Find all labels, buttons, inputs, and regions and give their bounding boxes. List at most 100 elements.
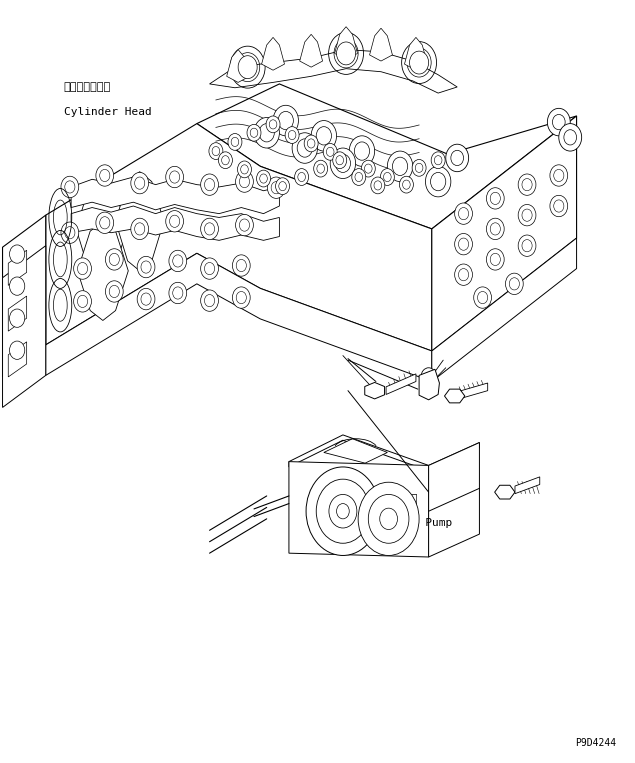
- Circle shape: [307, 139, 315, 148]
- Circle shape: [316, 127, 331, 145]
- Circle shape: [292, 133, 318, 163]
- Circle shape: [10, 245, 25, 263]
- Circle shape: [298, 172, 305, 182]
- Circle shape: [333, 152, 347, 169]
- Circle shape: [358, 482, 419, 555]
- Circle shape: [455, 203, 472, 224]
- Circle shape: [285, 127, 299, 143]
- Circle shape: [288, 130, 296, 140]
- Circle shape: [269, 120, 277, 129]
- Circle shape: [490, 253, 500, 266]
- Circle shape: [267, 177, 285, 198]
- Circle shape: [204, 223, 215, 235]
- Circle shape: [273, 105, 298, 136]
- Circle shape: [490, 223, 500, 235]
- Circle shape: [279, 182, 286, 191]
- Circle shape: [518, 174, 536, 195]
- Polygon shape: [227, 50, 250, 82]
- Polygon shape: [197, 84, 577, 229]
- Circle shape: [330, 148, 356, 179]
- Circle shape: [518, 235, 536, 256]
- Polygon shape: [335, 27, 358, 60]
- Circle shape: [371, 177, 385, 194]
- Circle shape: [554, 169, 564, 182]
- Circle shape: [222, 156, 229, 165]
- Circle shape: [201, 290, 218, 311]
- Circle shape: [304, 135, 318, 152]
- Polygon shape: [370, 28, 392, 61]
- Circle shape: [169, 282, 187, 304]
- Circle shape: [384, 172, 391, 182]
- Polygon shape: [76, 177, 127, 281]
- Circle shape: [166, 166, 184, 188]
- Circle shape: [486, 218, 504, 240]
- Circle shape: [96, 165, 114, 186]
- Circle shape: [236, 259, 246, 272]
- Circle shape: [236, 214, 253, 236]
- Polygon shape: [429, 443, 479, 557]
- Circle shape: [431, 152, 445, 169]
- Circle shape: [109, 253, 119, 266]
- Circle shape: [231, 137, 239, 146]
- Polygon shape: [289, 435, 479, 471]
- Circle shape: [410, 51, 429, 74]
- Circle shape: [247, 124, 261, 141]
- Circle shape: [306, 467, 380, 555]
- Circle shape: [77, 262, 88, 275]
- Circle shape: [554, 200, 564, 212]
- Circle shape: [425, 372, 432, 382]
- Polygon shape: [77, 221, 128, 320]
- Circle shape: [434, 156, 442, 165]
- Circle shape: [337, 42, 356, 65]
- Circle shape: [259, 124, 274, 142]
- Circle shape: [228, 134, 242, 150]
- Circle shape: [387, 151, 413, 182]
- Circle shape: [564, 130, 577, 145]
- Circle shape: [380, 169, 394, 185]
- Circle shape: [474, 287, 491, 308]
- Text: Cylinder Head: Cylinder Head: [64, 107, 151, 117]
- Polygon shape: [432, 238, 577, 382]
- Circle shape: [105, 281, 123, 302]
- Circle shape: [392, 157, 408, 175]
- Polygon shape: [71, 206, 279, 240]
- Circle shape: [486, 249, 504, 270]
- Polygon shape: [324, 439, 387, 463]
- Circle shape: [254, 118, 279, 148]
- Circle shape: [421, 368, 436, 386]
- Circle shape: [336, 156, 344, 165]
- Polygon shape: [116, 172, 164, 271]
- Circle shape: [250, 128, 258, 137]
- Circle shape: [486, 188, 504, 209]
- Circle shape: [364, 164, 372, 173]
- Circle shape: [236, 171, 253, 192]
- Circle shape: [10, 309, 25, 327]
- Circle shape: [455, 264, 472, 285]
- Polygon shape: [386, 374, 416, 394]
- Circle shape: [105, 249, 123, 270]
- Circle shape: [415, 163, 423, 172]
- Circle shape: [518, 204, 536, 226]
- Circle shape: [232, 287, 250, 308]
- Circle shape: [137, 256, 155, 278]
- Circle shape: [458, 238, 469, 250]
- Circle shape: [204, 295, 215, 307]
- Circle shape: [522, 179, 532, 191]
- Circle shape: [239, 219, 250, 231]
- Circle shape: [329, 494, 357, 528]
- Circle shape: [323, 143, 337, 160]
- Polygon shape: [71, 177, 279, 214]
- Circle shape: [10, 277, 25, 295]
- Text: シリンダヘッド: シリンダヘッド: [64, 82, 110, 92]
- Circle shape: [403, 180, 410, 189]
- Circle shape: [236, 291, 246, 304]
- Circle shape: [61, 222, 79, 243]
- Circle shape: [131, 172, 149, 194]
- Circle shape: [141, 261, 151, 273]
- Circle shape: [509, 278, 519, 290]
- Circle shape: [137, 288, 155, 310]
- Circle shape: [65, 227, 75, 239]
- Polygon shape: [404, 37, 427, 70]
- Circle shape: [552, 114, 565, 130]
- Polygon shape: [364, 382, 385, 399]
